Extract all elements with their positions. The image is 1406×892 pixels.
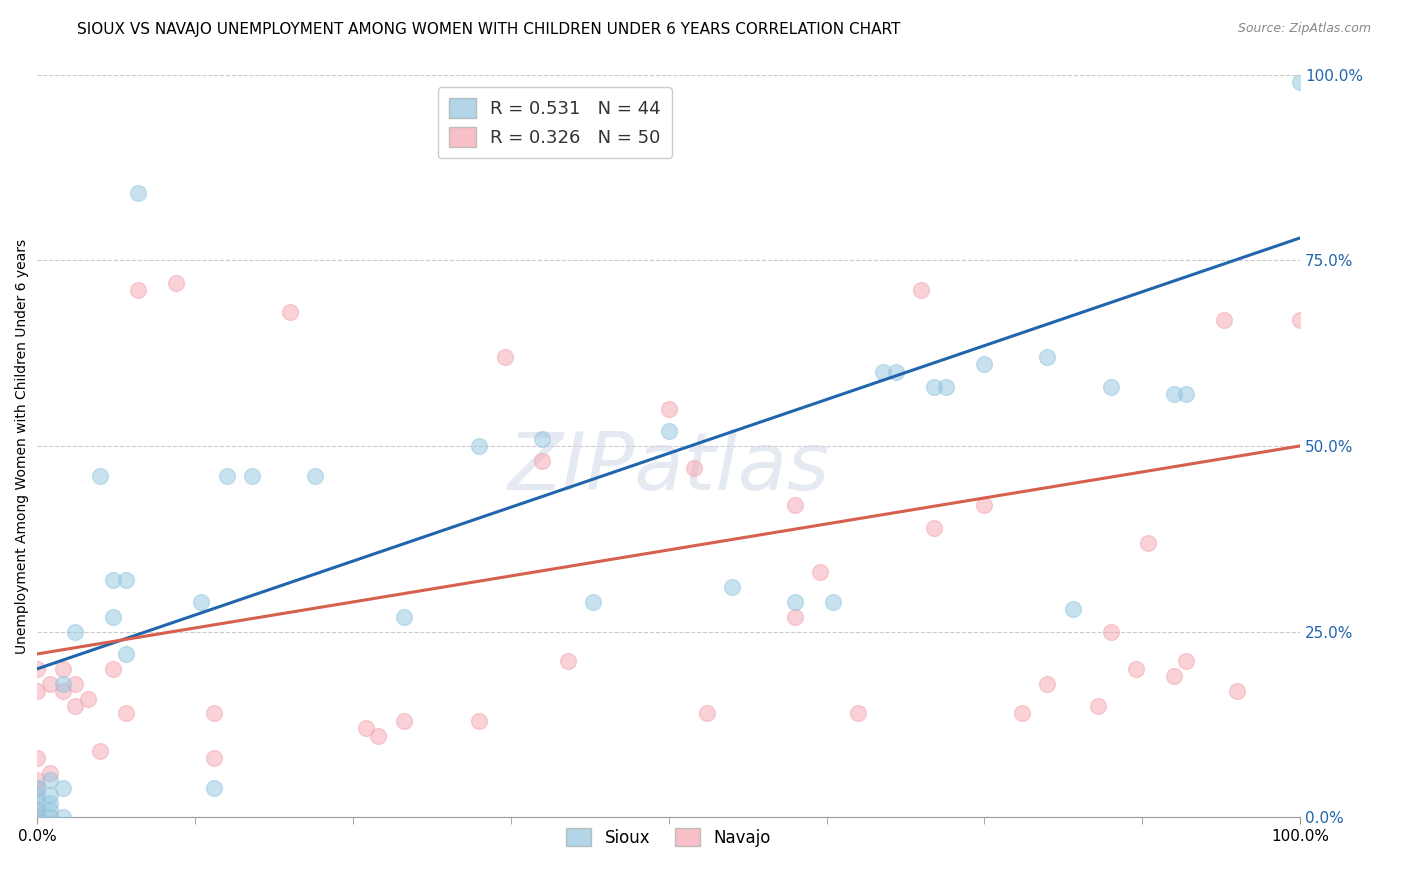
Point: [808, 566, 831, 580]
Point: [935, 379, 957, 393]
Point: [1226, 684, 1249, 698]
Point: [27, 684, 49, 698]
Point: [52, 676, 75, 690]
Point: [973, 499, 995, 513]
Point: [39, 676, 62, 690]
Point: [658, 424, 681, 438]
Point: [1163, 387, 1185, 401]
Point: [658, 401, 681, 416]
Point: [76, 691, 98, 706]
Point: [52, 810, 75, 824]
Point: [127, 283, 149, 297]
Point: [27, 751, 49, 765]
Point: [1175, 387, 1198, 401]
Legend: Sioux, Navajo: Sioux, Navajo: [560, 822, 778, 854]
Point: [63, 624, 86, 639]
Point: [1289, 312, 1312, 326]
Point: [101, 573, 124, 587]
Point: [39, 773, 62, 788]
Point: [1137, 535, 1160, 549]
Point: [39, 803, 62, 817]
Point: [531, 432, 554, 446]
Point: [1062, 602, 1084, 616]
Point: [165, 276, 187, 290]
Point: [89, 743, 111, 757]
Text: SIOUX VS NAVAJO UNEMPLOYMENT AMONG WOMEN WITH CHILDREN UNDER 6 YEARS CORRELATION: SIOUX VS NAVAJO UNEMPLOYMENT AMONG WOMEN…: [77, 22, 901, 37]
Point: [27, 788, 49, 802]
Point: [392, 714, 415, 728]
Point: [392, 609, 415, 624]
Point: [27, 662, 49, 676]
Point: [27, 796, 49, 810]
Point: [202, 706, 225, 721]
Point: [101, 609, 124, 624]
Point: [63, 698, 86, 713]
Text: ZIPatlas: ZIPatlas: [508, 429, 830, 508]
Point: [1099, 624, 1122, 639]
Point: [531, 454, 554, 468]
Point: [468, 714, 491, 728]
Point: [114, 706, 136, 721]
Point: [1125, 662, 1147, 676]
Point: [468, 439, 491, 453]
Point: [1175, 654, 1198, 668]
Point: [1011, 706, 1033, 721]
Point: [1163, 669, 1185, 683]
Point: [52, 662, 75, 676]
Point: [27, 780, 49, 795]
Point: [27, 810, 49, 824]
Point: [821, 595, 844, 609]
Point: [1036, 350, 1059, 364]
Point: [1036, 676, 1059, 690]
Point: [783, 499, 806, 513]
Point: [304, 468, 326, 483]
Point: [52, 780, 75, 795]
Point: [720, 580, 742, 594]
Point: [27, 773, 49, 788]
Y-axis label: Unemployment Among Women with Children Under 6 years: Unemployment Among Women with Children U…: [15, 238, 30, 654]
Point: [278, 305, 301, 319]
Point: [190, 595, 212, 609]
Point: [1213, 312, 1236, 326]
Text: Source: ZipAtlas.com: Source: ZipAtlas.com: [1237, 22, 1371, 36]
Point: [202, 751, 225, 765]
Point: [39, 788, 62, 802]
Point: [27, 810, 49, 824]
Point: [27, 803, 49, 817]
Point: [101, 662, 124, 676]
Point: [783, 595, 806, 609]
Point: [872, 365, 894, 379]
Point: [89, 468, 111, 483]
Point: [783, 609, 806, 624]
Point: [114, 573, 136, 587]
Point: [884, 365, 907, 379]
Point: [1087, 698, 1109, 713]
Point: [557, 654, 579, 668]
Point: [922, 379, 945, 393]
Point: [63, 676, 86, 690]
Point: [910, 283, 932, 297]
Point: [202, 780, 225, 795]
Point: [39, 796, 62, 810]
Point: [367, 729, 389, 743]
Point: [922, 521, 945, 535]
Point: [127, 186, 149, 201]
Point: [494, 350, 516, 364]
Point: [973, 357, 995, 371]
Point: [846, 706, 869, 721]
Point: [114, 647, 136, 661]
Point: [215, 468, 238, 483]
Point: [683, 461, 706, 475]
Point: [1099, 379, 1122, 393]
Point: [27, 803, 49, 817]
Point: [696, 706, 718, 721]
Point: [354, 721, 377, 735]
Point: [52, 684, 75, 698]
Point: [582, 595, 605, 609]
Point: [39, 765, 62, 780]
Point: [39, 810, 62, 824]
Point: [240, 468, 263, 483]
Point: [27, 780, 49, 795]
Point: [1289, 75, 1312, 89]
